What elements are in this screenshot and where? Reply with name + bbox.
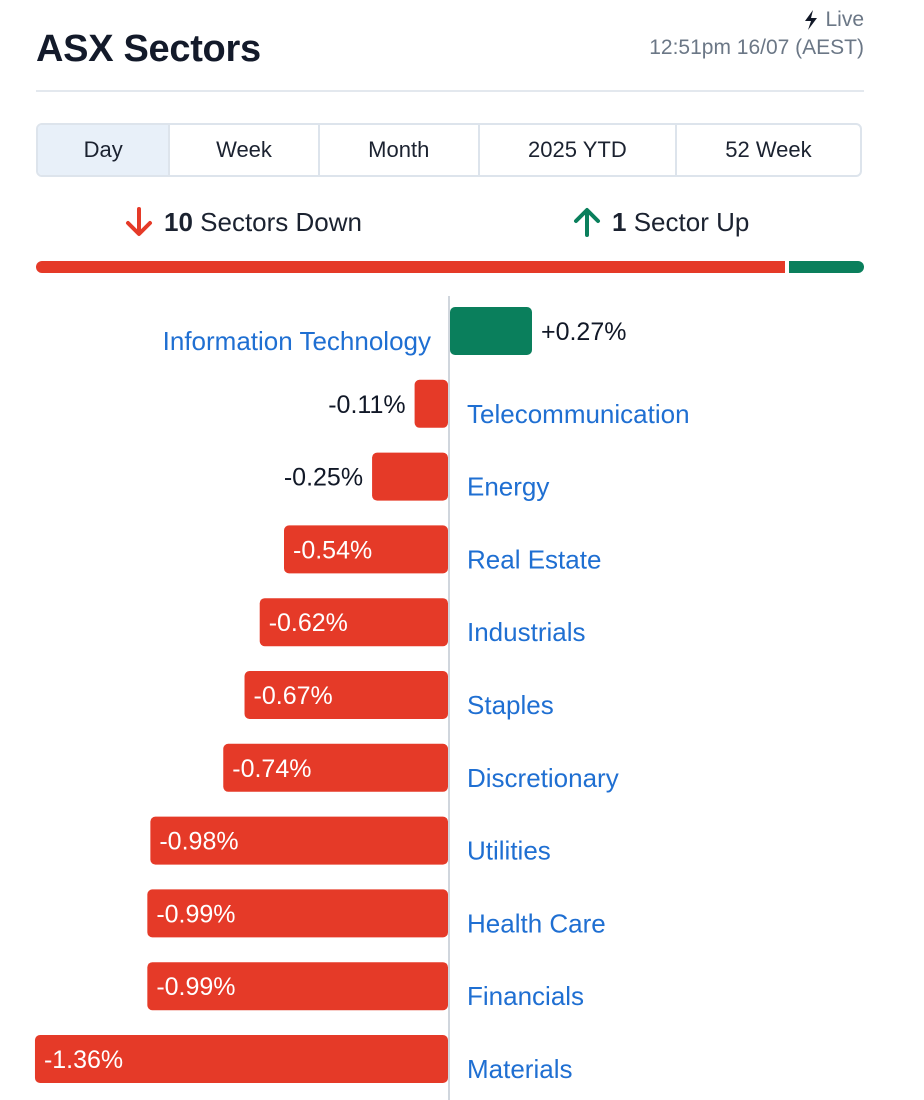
tab-label: Week <box>216 137 272 162</box>
value-label: -0.99% <box>156 900 235 928</box>
value-label: -0.54% <box>293 536 372 564</box>
bar-real-estate <box>284 525 448 574</box>
tab-label: Month <box>368 137 430 162</box>
bar-materials <box>34 1035 449 1083</box>
bar-information-technology <box>450 307 532 355</box>
category-label[interactable]: Utilities <box>467 836 551 866</box>
tab-week[interactable]: Week <box>170 125 320 175</box>
sectors-down-text: Sectors Down <box>200 206 362 237</box>
sector-performance-chart: +0.27% Information Technology -0.11% Teleco… <box>34 296 690 1100</box>
tab-label: Day <box>83 137 123 162</box>
value-label: -0.62% <box>269 609 348 637</box>
header: ASX Sectors Live 12:51pm 16/07 (AEST) <box>36 0 864 92</box>
tab-month[interactable]: Month <box>320 125 480 175</box>
tab-label: 2025 YTD <box>528 137 627 162</box>
value-label: -0.67% <box>254 682 333 710</box>
bar-telecommunication <box>414 379 448 428</box>
category-label[interactable]: Energy <box>467 472 549 502</box>
value-label: +0.27% <box>541 318 627 346</box>
category-label[interactable]: Financials <box>467 981 584 1011</box>
breadth-summary: 10 Sectors Down 1 Sector Up <box>36 205 862 255</box>
category-label[interactable]: Real Estate <box>467 544 601 574</box>
bar-utilities <box>150 816 448 865</box>
sectors-up-summary: 1 Sector Up <box>572 205 749 239</box>
value-label: -1.36% <box>44 1046 123 1074</box>
tab-label: 52 Week <box>725 137 812 162</box>
value-label: -0.11% <box>328 391 405 419</box>
value-label: -0.25% <box>284 464 363 492</box>
bar-industrials <box>259 598 448 647</box>
bar-discretionary <box>223 743 448 792</box>
sectors-up-bar <box>789 261 864 273</box>
bar-financials <box>147 962 448 1011</box>
arrow-down-icon <box>126 207 152 236</box>
sectors-up-count: 1 <box>612 206 627 237</box>
category-label[interactable]: Telecommunication <box>467 399 690 429</box>
tab-52-week[interactable]: 52 Week <box>677 125 860 175</box>
sectors-down-count: 10 <box>164 206 193 237</box>
page-title: ASX Sectors <box>36 28 261 70</box>
category-label[interactable]: Information Technology <box>163 326 431 356</box>
category-label[interactable]: Industrials <box>467 617 586 647</box>
sectors-down-bar <box>36 261 785 273</box>
category-label[interactable]: Staples <box>467 690 554 720</box>
tab-2025-ytd[interactable]: 2025 YTD <box>480 125 677 175</box>
sectors-down-summary: 10 Sectors Down <box>124 205 362 239</box>
value-label: -0.98% <box>159 828 238 856</box>
sectors-up-text: Sector Up <box>633 206 750 237</box>
arrow-up-icon <box>574 208 600 237</box>
bar-energy <box>372 452 448 501</box>
period-tabs: Day Week Month 2025 YTD 52 Week <box>36 123 862 177</box>
bar-staples <box>244 671 448 719</box>
live-label: Live <box>825 8 864 31</box>
live-status: Live 12:51pm 16/07 (AEST) <box>649 8 864 60</box>
timestamp: 12:51pm 16/07 (AEST) <box>649 36 864 59</box>
category-label[interactable]: Health Care <box>467 908 606 938</box>
value-label: -0.99% <box>156 973 235 1001</box>
value-label: -0.74% <box>232 755 311 783</box>
category-label[interactable]: Materials <box>467 1054 572 1084</box>
bar-health-care <box>147 889 448 938</box>
tab-day[interactable]: Day <box>38 125 171 175</box>
category-label[interactable]: Discretionary <box>467 763 619 793</box>
lightning-bolt-icon <box>805 10 818 30</box>
